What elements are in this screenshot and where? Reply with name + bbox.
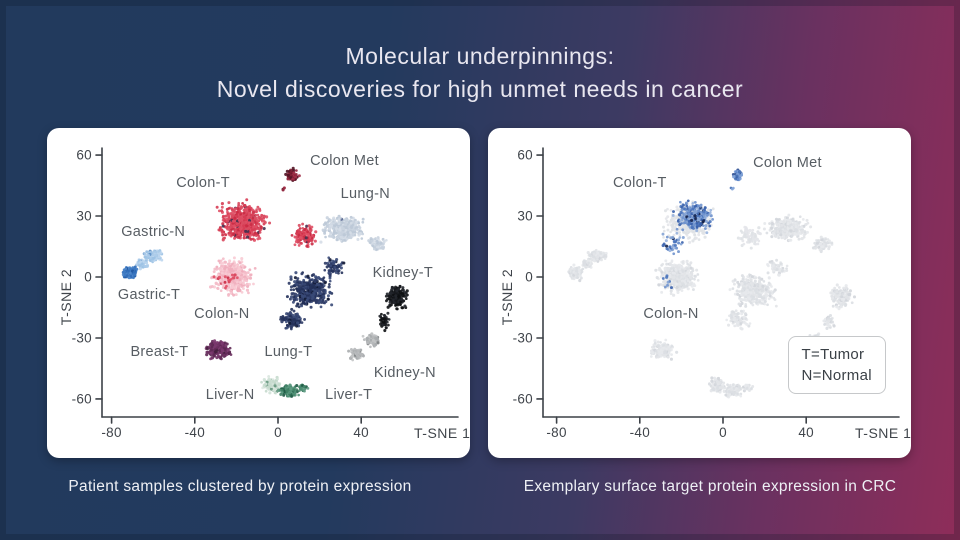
caption-patient-samples: Patient samples clustered by protein exp… — [68, 478, 412, 495]
cluster-label-breast-t: Breast-T — [130, 344, 189, 361]
x-tick-label: 0 — [719, 425, 727, 440]
cluster-label-kidney-n: Kidney-N — [373, 364, 436, 381]
y-tick-label: -60 — [512, 391, 533, 407]
y-tick-label: -30 — [71, 330, 92, 346]
cluster-label-gastric-n: Gastric-N — [121, 224, 186, 241]
legend-box: T=Tumor N=Normal — [787, 336, 886, 395]
y-tick-label: 30 — [517, 208, 533, 224]
title-line-2: Novel discoveries for high unmet needs i… — [216, 76, 744, 102]
cluster-label-colon-n: Colon-N — [643, 305, 699, 322]
x-tick-label: -40 — [184, 425, 206, 440]
y-tick-label: -30 — [512, 330, 533, 346]
legend-line-tumor: T=Tumor — [801, 346, 865, 364]
axes-right — [536, 147, 900, 424]
cluster-label-lung-t: Lung-T — [264, 344, 313, 361]
cluster-label-colon-n: Colon-N — [194, 305, 250, 322]
title-line-1: Molecular underpinnings: — [345, 43, 615, 69]
tsne-panel-target-expression: T=Tumor N=Normal 60 30 0 -30 -60 -80 -40 0 40 T-S… — [488, 128, 911, 458]
legend-line-normal: N=Normal — [801, 367, 872, 385]
x-tick-label: -80 — [101, 425, 122, 440]
caption-target-expression: Exemplary surface target protein express… — [523, 478, 897, 495]
x-tick-label: 40 — [353, 425, 369, 440]
y-tick-label: 30 — [76, 208, 92, 224]
cluster-label-lung-n: Lung-N — [340, 185, 391, 202]
y-tick-label: -60 — [71, 391, 92, 407]
y-tick-label: 0 — [84, 269, 92, 285]
scatter-canvas-left — [47, 128, 470, 458]
x-tick-label: 40 — [798, 425, 814, 440]
cluster-label-liver-n: Liver-N — [205, 386, 255, 403]
cluster-label-colon-met: Colon Met — [310, 153, 379, 170]
tsne-panel-patient-samples: 60 30 0 -30 -60 -80 -40 0 40 T-SNE 1 T-SNE 2 Gastri… — [47, 128, 470, 458]
cluster-label-colon-t: Colon-T — [612, 175, 667, 192]
x-tick-label: -40 — [629, 425, 651, 440]
y-tick-label: 60 — [76, 147, 92, 163]
cluster-label-colon-t: Colon-T — [176, 175, 230, 192]
cluster-label-gastric-t: Gastric-T — [117, 287, 181, 304]
x-axis-title: T-SNE 1 — [855, 425, 912, 441]
scatter-canvas-right — [488, 128, 911, 458]
y-tick-label: 0 — [525, 269, 533, 285]
cluster-label-colon-met: Colon Met — [753, 155, 822, 172]
cluster-label-liver-t: Liver-T — [325, 386, 373, 403]
x-axis-title: T-SNE 1 — [414, 425, 471, 441]
axes-left — [95, 147, 459, 424]
x-tick-label: -80 — [546, 425, 567, 440]
y-axis-title: T-SNE 2 — [58, 268, 74, 326]
slide-title: Molecular underpinnings: Novel discoveri… — [0, 40, 960, 106]
x-tick-label: 0 — [274, 425, 282, 440]
cluster-label-kidney-t: Kidney-T — [372, 264, 434, 281]
y-tick-label: 60 — [517, 147, 533, 163]
y-axis-title: T-SNE 2 — [499, 268, 515, 326]
